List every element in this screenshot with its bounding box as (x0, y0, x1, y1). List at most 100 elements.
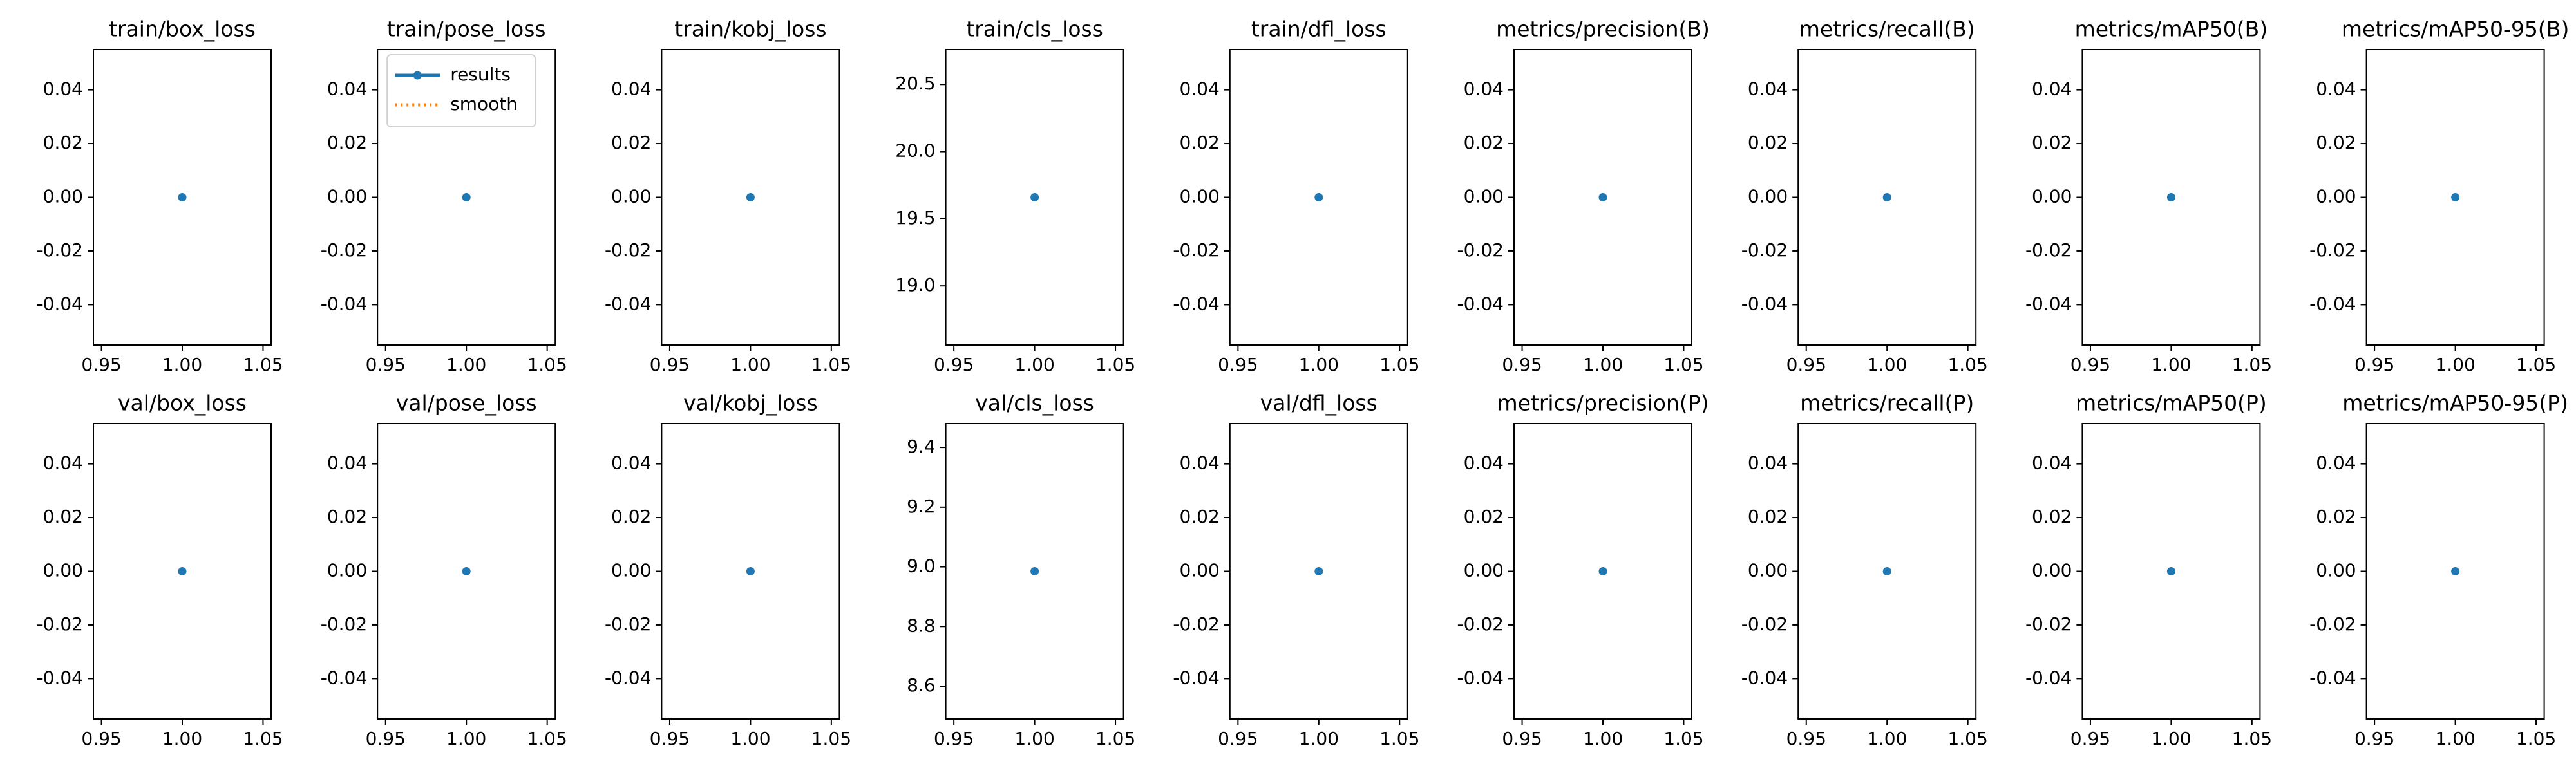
y-tick-label: 0.00 (1748, 560, 1788, 581)
subplot-title: train/kobj_loss (674, 17, 826, 42)
y-tick-label: 0.02 (1464, 132, 1504, 153)
y-tick-label: 0.04 (43, 79, 83, 100)
y-tick-label: 0.00 (1464, 560, 1504, 581)
x-tick-label: 1.05 (527, 354, 567, 375)
y-tick-label: 0.00 (2316, 186, 2356, 207)
data-point (1598, 193, 1607, 201)
x-tick-label: 1.00 (162, 354, 202, 375)
x-tick-label: 1.05 (811, 354, 851, 375)
x-tick-label: 1.05 (243, 728, 283, 749)
x-tick-label: 1.00 (162, 728, 202, 749)
data-point (1030, 567, 1039, 575)
axes-frame (93, 49, 272, 346)
y-tick-label: -0.04 (2309, 293, 2356, 314)
y-tick-label: 0.04 (1179, 79, 1219, 100)
axes-frame (377, 423, 556, 720)
axes-frame (1513, 49, 1692, 346)
legend-label: results (450, 64, 511, 85)
x-tick-label: 0.95 (2354, 354, 2394, 375)
x-tick-label: 1.05 (2516, 354, 2556, 375)
x-tick-label: 0.95 (1218, 728, 1258, 749)
x-tick-label: 0.95 (81, 354, 121, 375)
y-tick-label: 0.00 (611, 186, 651, 207)
y-tick-label: -0.04 (1457, 293, 1504, 314)
x-tick-label: 1.05 (811, 728, 851, 749)
subplot-title: train/cls_loss (966, 17, 1103, 42)
legend-label: smooth (450, 93, 518, 115)
axes-frame (661, 49, 840, 346)
y-tick-label: -0.02 (2309, 239, 2356, 261)
data-point (1314, 567, 1323, 575)
x-tick-label: 1.05 (2232, 728, 2272, 749)
x-tick-label: 1.05 (1947, 354, 1987, 375)
y-tick-label: 0.04 (611, 79, 651, 100)
y-tick-label: 0.02 (2316, 506, 2356, 527)
x-tick-label: 0.95 (2070, 354, 2110, 375)
subplot-title: val/kobj_loss (683, 391, 818, 416)
x-tick-label: 1.05 (2232, 354, 2272, 375)
y-tick-label: 0.00 (327, 186, 367, 207)
x-tick-label: 1.05 (1663, 354, 1703, 375)
axes-frame (945, 423, 1124, 720)
y-tick-label: 0.02 (2316, 132, 2356, 153)
axes-frame (1797, 423, 1977, 720)
y-tick-label: 9.0 (907, 556, 936, 577)
x-tick-label: 1.00 (2435, 354, 2475, 375)
y-tick-label: -0.04 (1741, 667, 1788, 688)
subplot-title: val/box_loss (118, 391, 247, 416)
subplot-title: metrics/precision(B) (1496, 17, 1710, 42)
legend-marker (413, 71, 422, 80)
x-tick-label: 0.95 (650, 728, 690, 749)
x-tick-label: 0.95 (650, 354, 690, 375)
x-tick-label: 1.00 (1299, 354, 1339, 375)
subplot-title: val/cls_loss (975, 391, 1094, 416)
data-point (1030, 193, 1039, 201)
y-tick-label: 0.00 (2032, 560, 2072, 581)
axes-frame (1797, 49, 1977, 346)
x-tick-label: 0.95 (366, 728, 406, 749)
y-tick-label: 0.02 (327, 506, 367, 527)
x-tick-label: 0.95 (1218, 354, 1258, 375)
y-tick-label: 0.00 (43, 560, 83, 581)
x-tick-label: 0.95 (2070, 728, 2110, 749)
y-tick-label: -0.02 (321, 613, 367, 635)
y-tick-label: -0.02 (1173, 239, 1219, 261)
x-tick-label: 0.95 (1786, 728, 1826, 749)
y-tick-label: 0.00 (2032, 186, 2072, 207)
subplot-title: val/pose_loss (396, 391, 537, 416)
data-point (2166, 193, 2175, 201)
data-point (462, 193, 471, 201)
y-tick-label: 0.04 (2032, 453, 2072, 474)
axes-frame (945, 49, 1124, 346)
y-tick-label: -0.04 (321, 667, 367, 688)
y-tick-label: 0.04 (2032, 79, 2072, 100)
y-tick-label: 0.00 (327, 560, 367, 581)
x-tick-label: 0.95 (2354, 728, 2394, 749)
y-tick-label: -0.02 (1457, 239, 1504, 261)
data-point (1314, 193, 1323, 201)
subplot-title: train/pose_loss (387, 17, 546, 42)
x-tick-label: 1.05 (1379, 354, 1419, 375)
x-tick-label: 1.05 (243, 354, 283, 375)
y-tick-label: 0.00 (1179, 560, 1219, 581)
y-tick-label: 9.2 (907, 496, 936, 517)
y-tick-label: -0.04 (605, 667, 651, 688)
data-point (1882, 193, 1891, 201)
x-tick-label: 1.00 (446, 354, 486, 375)
y-tick-label: -0.04 (1173, 293, 1219, 314)
y-tick-label: -0.02 (605, 239, 651, 261)
x-tick-label: 1.00 (1299, 728, 1339, 749)
x-tick-label: 1.00 (730, 728, 770, 749)
y-tick-label: -0.02 (2025, 239, 2072, 261)
y-tick-label: 0.04 (2316, 453, 2356, 474)
y-tick-label: -0.02 (2309, 613, 2356, 635)
x-tick-label: 0.95 (1502, 728, 1542, 749)
y-tick-label: -0.02 (1457, 613, 1504, 635)
x-tick-label: 1.00 (730, 354, 770, 375)
y-tick-label: 0.04 (327, 453, 367, 474)
x-tick-label: 1.00 (2151, 354, 2191, 375)
y-tick-label: 20.0 (895, 140, 935, 162)
subplot-title: metrics/mAP50-95(P) (2342, 391, 2568, 416)
y-tick-label: 0.02 (1748, 132, 1788, 153)
